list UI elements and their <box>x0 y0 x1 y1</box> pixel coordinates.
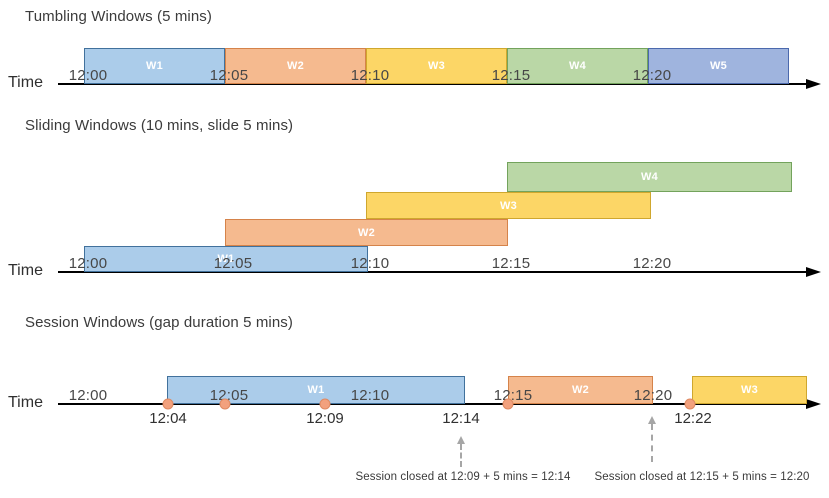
axis-tick-label: 12:00 <box>68 387 108 404</box>
window-label: W2 <box>286 60 305 72</box>
window-label: W4 <box>640 171 659 183</box>
axis-tick-label: 12:00 <box>68 255 108 272</box>
section-title: Tumbling Windows (5 mins) <box>25 8 212 25</box>
window-w2: W2 <box>225 48 366 84</box>
below-axis-label: 12:04 <box>149 410 187 427</box>
time-axis-arrowhead-icon <box>806 267 821 277</box>
window-label: W2 <box>571 384 590 396</box>
time-axis-line <box>58 271 806 273</box>
time-axis-arrowhead-icon <box>806 79 821 89</box>
window-label: W1 <box>307 384 325 396</box>
axis-tick-label: 12:20 <box>632 255 672 272</box>
time-axis-arrowhead-icon <box>806 399 821 409</box>
axis-tick-label: 12:20 <box>633 387 673 404</box>
window-label: W3 <box>427 60 446 72</box>
dashed-up-arrow-icon <box>648 416 656 462</box>
time-axis-label: Time <box>8 74 43 91</box>
window-label: W2 <box>357 226 376 239</box>
event-dot <box>502 398 514 410</box>
axis-tick-label: 12:10 <box>350 255 390 272</box>
axis-tick-label: 12:10 <box>350 387 390 404</box>
section-title: Session Windows (gap duration 5 mins) <box>25 314 293 331</box>
arrowhead-up-icon <box>648 416 656 424</box>
axis-tick-label: 12:10 <box>350 67 390 84</box>
time-axis-line <box>58 83 806 85</box>
window-label: W1 <box>217 253 235 265</box>
time-axis-label: Time <box>8 394 43 411</box>
event-dot <box>219 398 231 410</box>
section-title: Sliding Windows (10 mins, slide 5 mins) <box>25 117 294 134</box>
axis-tick-label: 12:15 <box>493 387 533 404</box>
session-closed-annotation: Session closed at 12:15 + 5 mins = 12:20 <box>594 471 810 483</box>
window-w1: W1 <box>84 246 368 272</box>
axis-tick-label: 12:00 <box>68 67 108 84</box>
axis-tick-label: 12:05 <box>209 67 249 84</box>
window-w1: W1 <box>167 376 465 404</box>
window-w2: W2 <box>225 219 508 246</box>
window-w2: W2 <box>508 376 653 404</box>
window-label: W5 <box>709 60 728 72</box>
event-dot <box>319 398 331 410</box>
dashed-up-arrow-icon <box>457 436 465 467</box>
window-w4: W4 <box>507 48 648 84</box>
window-w3: W3 <box>366 192 651 219</box>
time-axis-line <box>58 403 806 405</box>
below-axis-label: 12:09 <box>306 410 344 427</box>
window-w3: W3 <box>366 48 507 84</box>
axis-tick-label: 12:05 <box>213 255 253 272</box>
window-w5: W5 <box>648 48 789 84</box>
below-axis-label: 12:14 <box>442 410 480 427</box>
axis-tick-label: 12:20 <box>632 67 672 84</box>
event-dot <box>684 398 696 410</box>
window-w1: W1 <box>84 48 225 84</box>
window-label: W3 <box>499 199 518 212</box>
axis-tick-label: 12:05 <box>209 387 249 404</box>
dashed-arrow-tail <box>651 424 653 462</box>
window-label: W4 <box>568 60 587 72</box>
time-axis-label: Time <box>8 262 43 279</box>
axis-tick-label: 12:15 <box>491 67 531 84</box>
dashed-arrow-tail <box>460 444 462 467</box>
axis-tick-label: 12:15 <box>491 255 531 272</box>
window-label: W3 <box>740 384 759 396</box>
event-dot <box>162 398 174 410</box>
session-closed-annotation: Session closed at 12:09 + 5 mins = 12:14 <box>355 471 571 483</box>
below-axis-label: 12:22 <box>674 410 712 427</box>
window-label: W1 <box>145 60 164 72</box>
window-w3: W3 <box>692 376 807 404</box>
window-w4: W4 <box>507 162 792 192</box>
arrowhead-up-icon <box>457 436 465 444</box>
